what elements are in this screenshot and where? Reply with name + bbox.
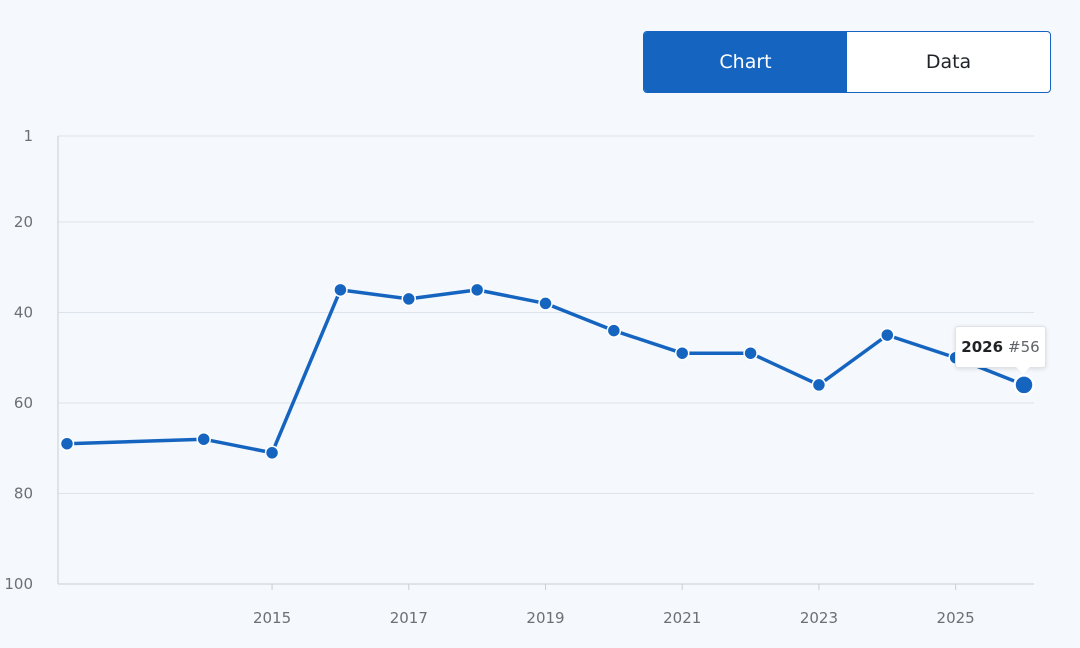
x-tick-labels: 2015 2017 2019 2021 2023 2025 <box>253 609 975 627</box>
y-tick-labels: 1 20 40 60 80 100 <box>4 127 33 593</box>
data-tab-button[interactable]: Data <box>925 51 972 73</box>
grid-lines <box>58 135 1034 585</box>
tooltip-rank: #56 <box>1008 338 1040 356</box>
data-tooltip: 2026 #56 <box>955 326 1046 368</box>
x-tick-label: 2019 <box>526 609 564 627</box>
data-point[interactable] <box>538 296 553 311</box>
data-point[interactable] <box>674 345 690 361</box>
data-point[interactable] <box>333 282 348 298</box>
y-tick-label: 80 <box>14 484 33 502</box>
data-point[interactable] <box>743 345 758 361</box>
data-point[interactable] <box>264 445 280 461</box>
data-point[interactable] <box>469 282 485 298</box>
y-tick-label: 100 <box>4 575 33 593</box>
data-point[interactable] <box>196 431 211 447</box>
y-tick-label: 40 <box>14 303 33 321</box>
x-tick-label: 2021 <box>663 609 701 627</box>
data-point[interactable] <box>59 436 75 451</box>
view-toggle: Chart Data <box>643 31 1051 93</box>
axes <box>57 136 1034 590</box>
x-tick-label: 2025 <box>937 609 975 627</box>
x-tick-label: 2017 <box>390 609 428 627</box>
y-tick-label: 1 <box>23 127 33 145</box>
highlighted-data-point[interactable] <box>1013 374 1035 396</box>
data-point[interactable] <box>401 291 417 307</box>
data-points <box>59 282 1035 461</box>
tooltip-year: 2026 <box>961 338 1004 356</box>
x-tick-label: 2023 <box>800 609 838 627</box>
chart-tab-button[interactable]: Chart <box>644 32 847 92</box>
x-tick-label: 2015 <box>253 609 291 627</box>
data-point[interactable] <box>606 323 622 338</box>
data-point[interactable] <box>811 377 827 393</box>
y-tick-label: 20 <box>14 213 33 231</box>
data-point[interactable] <box>880 327 895 343</box>
y-tick-label: 60 <box>14 394 33 412</box>
tooltip-arrow <box>1016 367 1030 374</box>
series-line <box>66 288 1025 455</box>
